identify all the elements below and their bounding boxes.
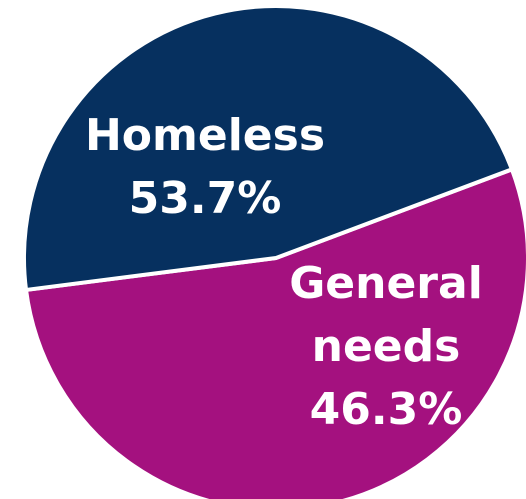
pie-labels: Homeless 53.7%General needs 46.3%: [85, 110, 483, 435]
pie-label-general-needs: General needs 46.3%: [289, 258, 483, 435]
pie-label-value: 46.3%: [310, 384, 463, 435]
pie-slice-general-needs: [22, 4, 514, 292]
pie-slices: [22, 4, 526, 499]
pie-label-name: Homeless: [85, 110, 325, 161]
pie-label-homeless: Homeless 53.7%: [85, 110, 325, 224]
pie-label-name: needs: [312, 321, 461, 372]
pie-label-value: 53.7%: [129, 173, 282, 224]
pie-label-name: General: [289, 258, 483, 309]
